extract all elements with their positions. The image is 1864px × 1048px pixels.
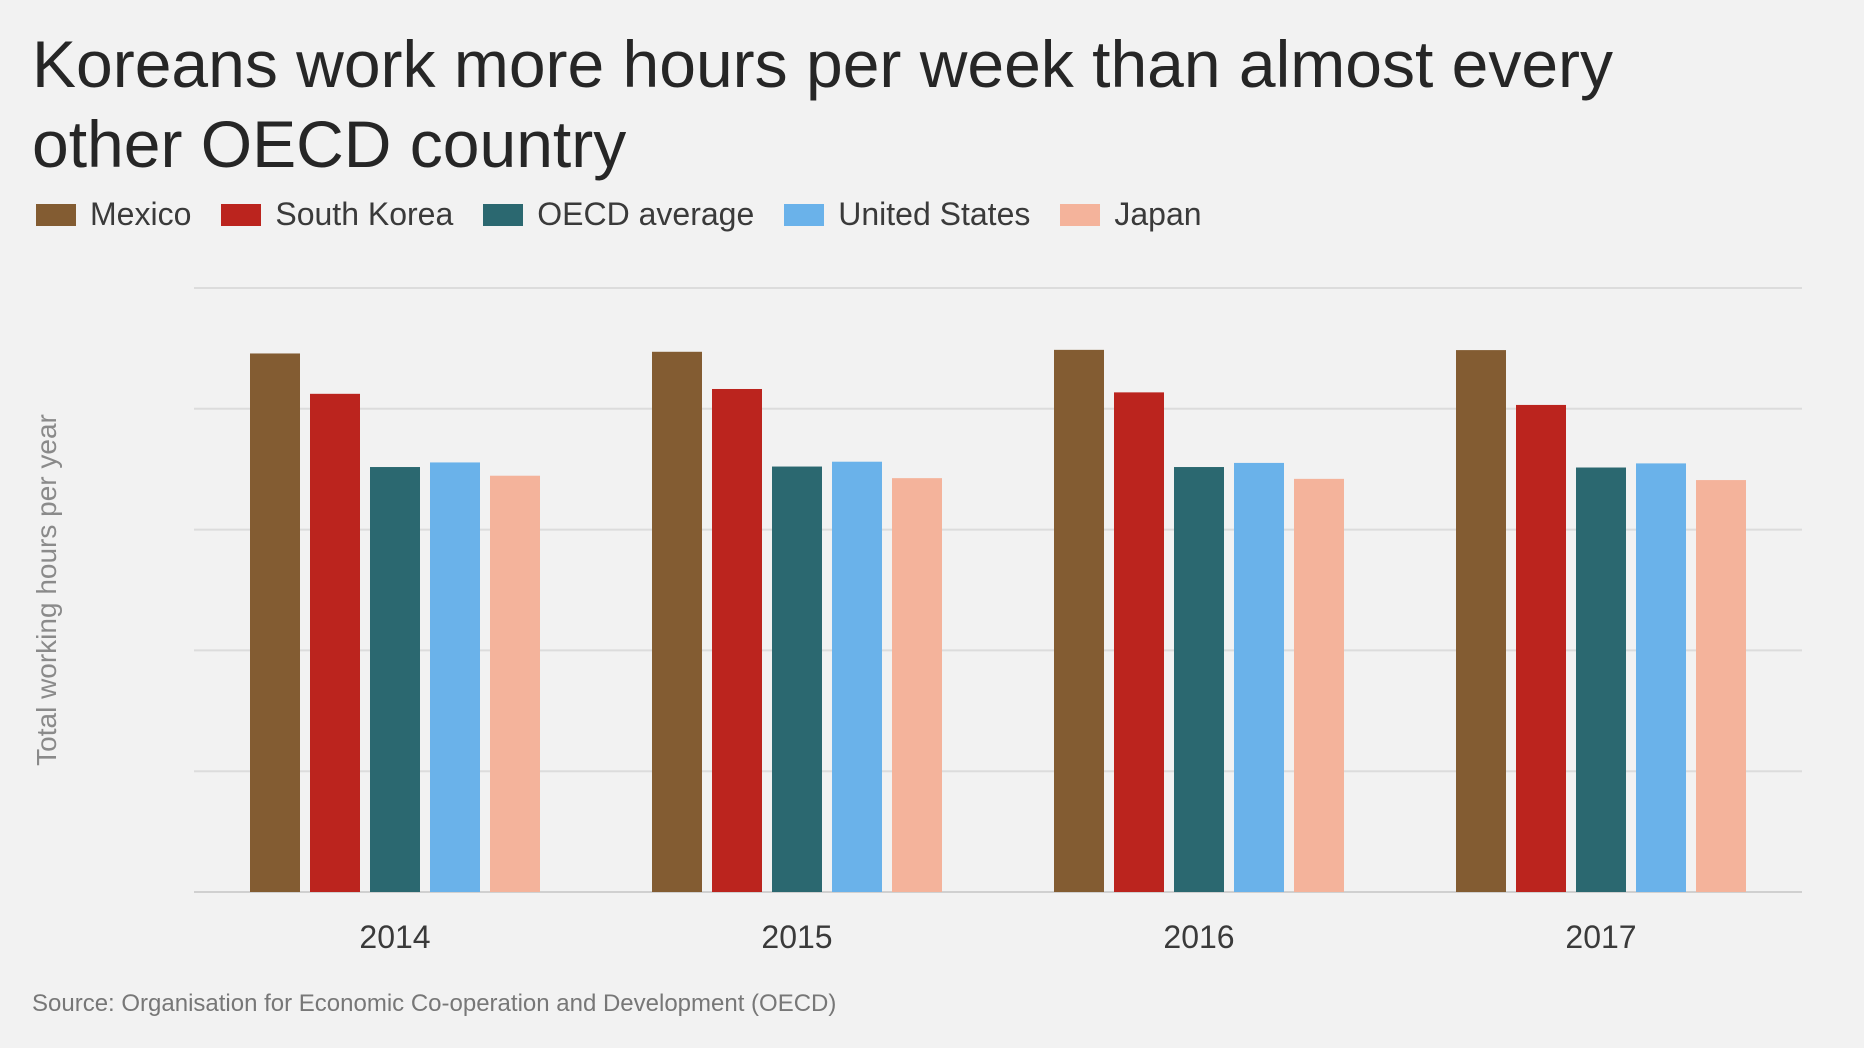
legend-label-japan: Japan — [1114, 196, 1202, 232]
bars — [250, 349, 1746, 892]
bar-south-korea-2017 — [1516, 404, 1566, 892]
bar-japan-2017 — [1696, 480, 1746, 892]
legend-swatch-mexico — [36, 203, 76, 226]
bar-mexico-2017 — [1456, 350, 1506, 892]
legend-item-mexico: Mexico — [36, 196, 191, 233]
bar-mexico-2014 — [250, 353, 300, 892]
legend-label-south-korea: South Korea — [275, 196, 454, 232]
legend-item-japan: Japan — [1060, 196, 1202, 233]
x-tick-label-2014: 2014 — [359, 919, 430, 955]
legend-item-united-states: United States — [784, 196, 1030, 233]
bar-oecd-average-2016 — [1174, 467, 1224, 892]
x-tick-labels: 2014 2015 2016 2017 — [359, 919, 1636, 955]
chart-title: Koreans work more hours per week than al… — [32, 27, 1614, 181]
legend-label-united-states: United States — [838, 196, 1031, 232]
legend-swatch-oecd-average — [483, 203, 524, 226]
legend: Mexico South Korea OECD average United S… — [36, 196, 1232, 233]
legend-swatch-south-korea — [221, 203, 262, 226]
bar-mexico-2015 — [652, 351, 702, 892]
bar-mexico-2016 — [1054, 349, 1104, 892]
bar-south-korea-2014 — [310, 393, 360, 892]
bar-united-states-2016 — [1234, 462, 1284, 892]
y-axis-title: Total working hours per year — [31, 414, 62, 766]
bar-united-states-2017 — [1636, 463, 1686, 892]
bar-united-states-2014 — [430, 462, 480, 892]
legend-label-mexico: Mexico — [90, 196, 192, 232]
bar-oecd-average-2017 — [1576, 467, 1626, 892]
legend-label-oecd-average: OECD average — [537, 196, 755, 232]
bar-south-korea-2016 — [1114, 392, 1164, 892]
legend-item-oecd-average: OECD average — [483, 196, 754, 233]
bar-japan-2015 — [892, 478, 942, 892]
x-tick-label-2016: 2016 — [1163, 919, 1234, 955]
legend-swatch-united-states — [784, 203, 825, 226]
bar-oecd-average-2014 — [370, 467, 420, 892]
x-tick-label-2017: 2017 — [1565, 919, 1636, 955]
bar-japan-2016 — [1294, 478, 1344, 892]
source-note: Source: Organisation for Economic Co-ope… — [32, 990, 837, 1017]
bar-united-states-2015 — [832, 461, 882, 892]
bar-japan-2014 — [490, 475, 540, 892]
bar-oecd-average-2015 — [772, 466, 822, 892]
legend-swatch-japan — [1060, 203, 1101, 226]
bar-south-korea-2015 — [712, 388, 762, 892]
x-tick-label-2015: 2015 — [761, 919, 832, 955]
legend-item-south-korea: South Korea — [221, 196, 453, 233]
